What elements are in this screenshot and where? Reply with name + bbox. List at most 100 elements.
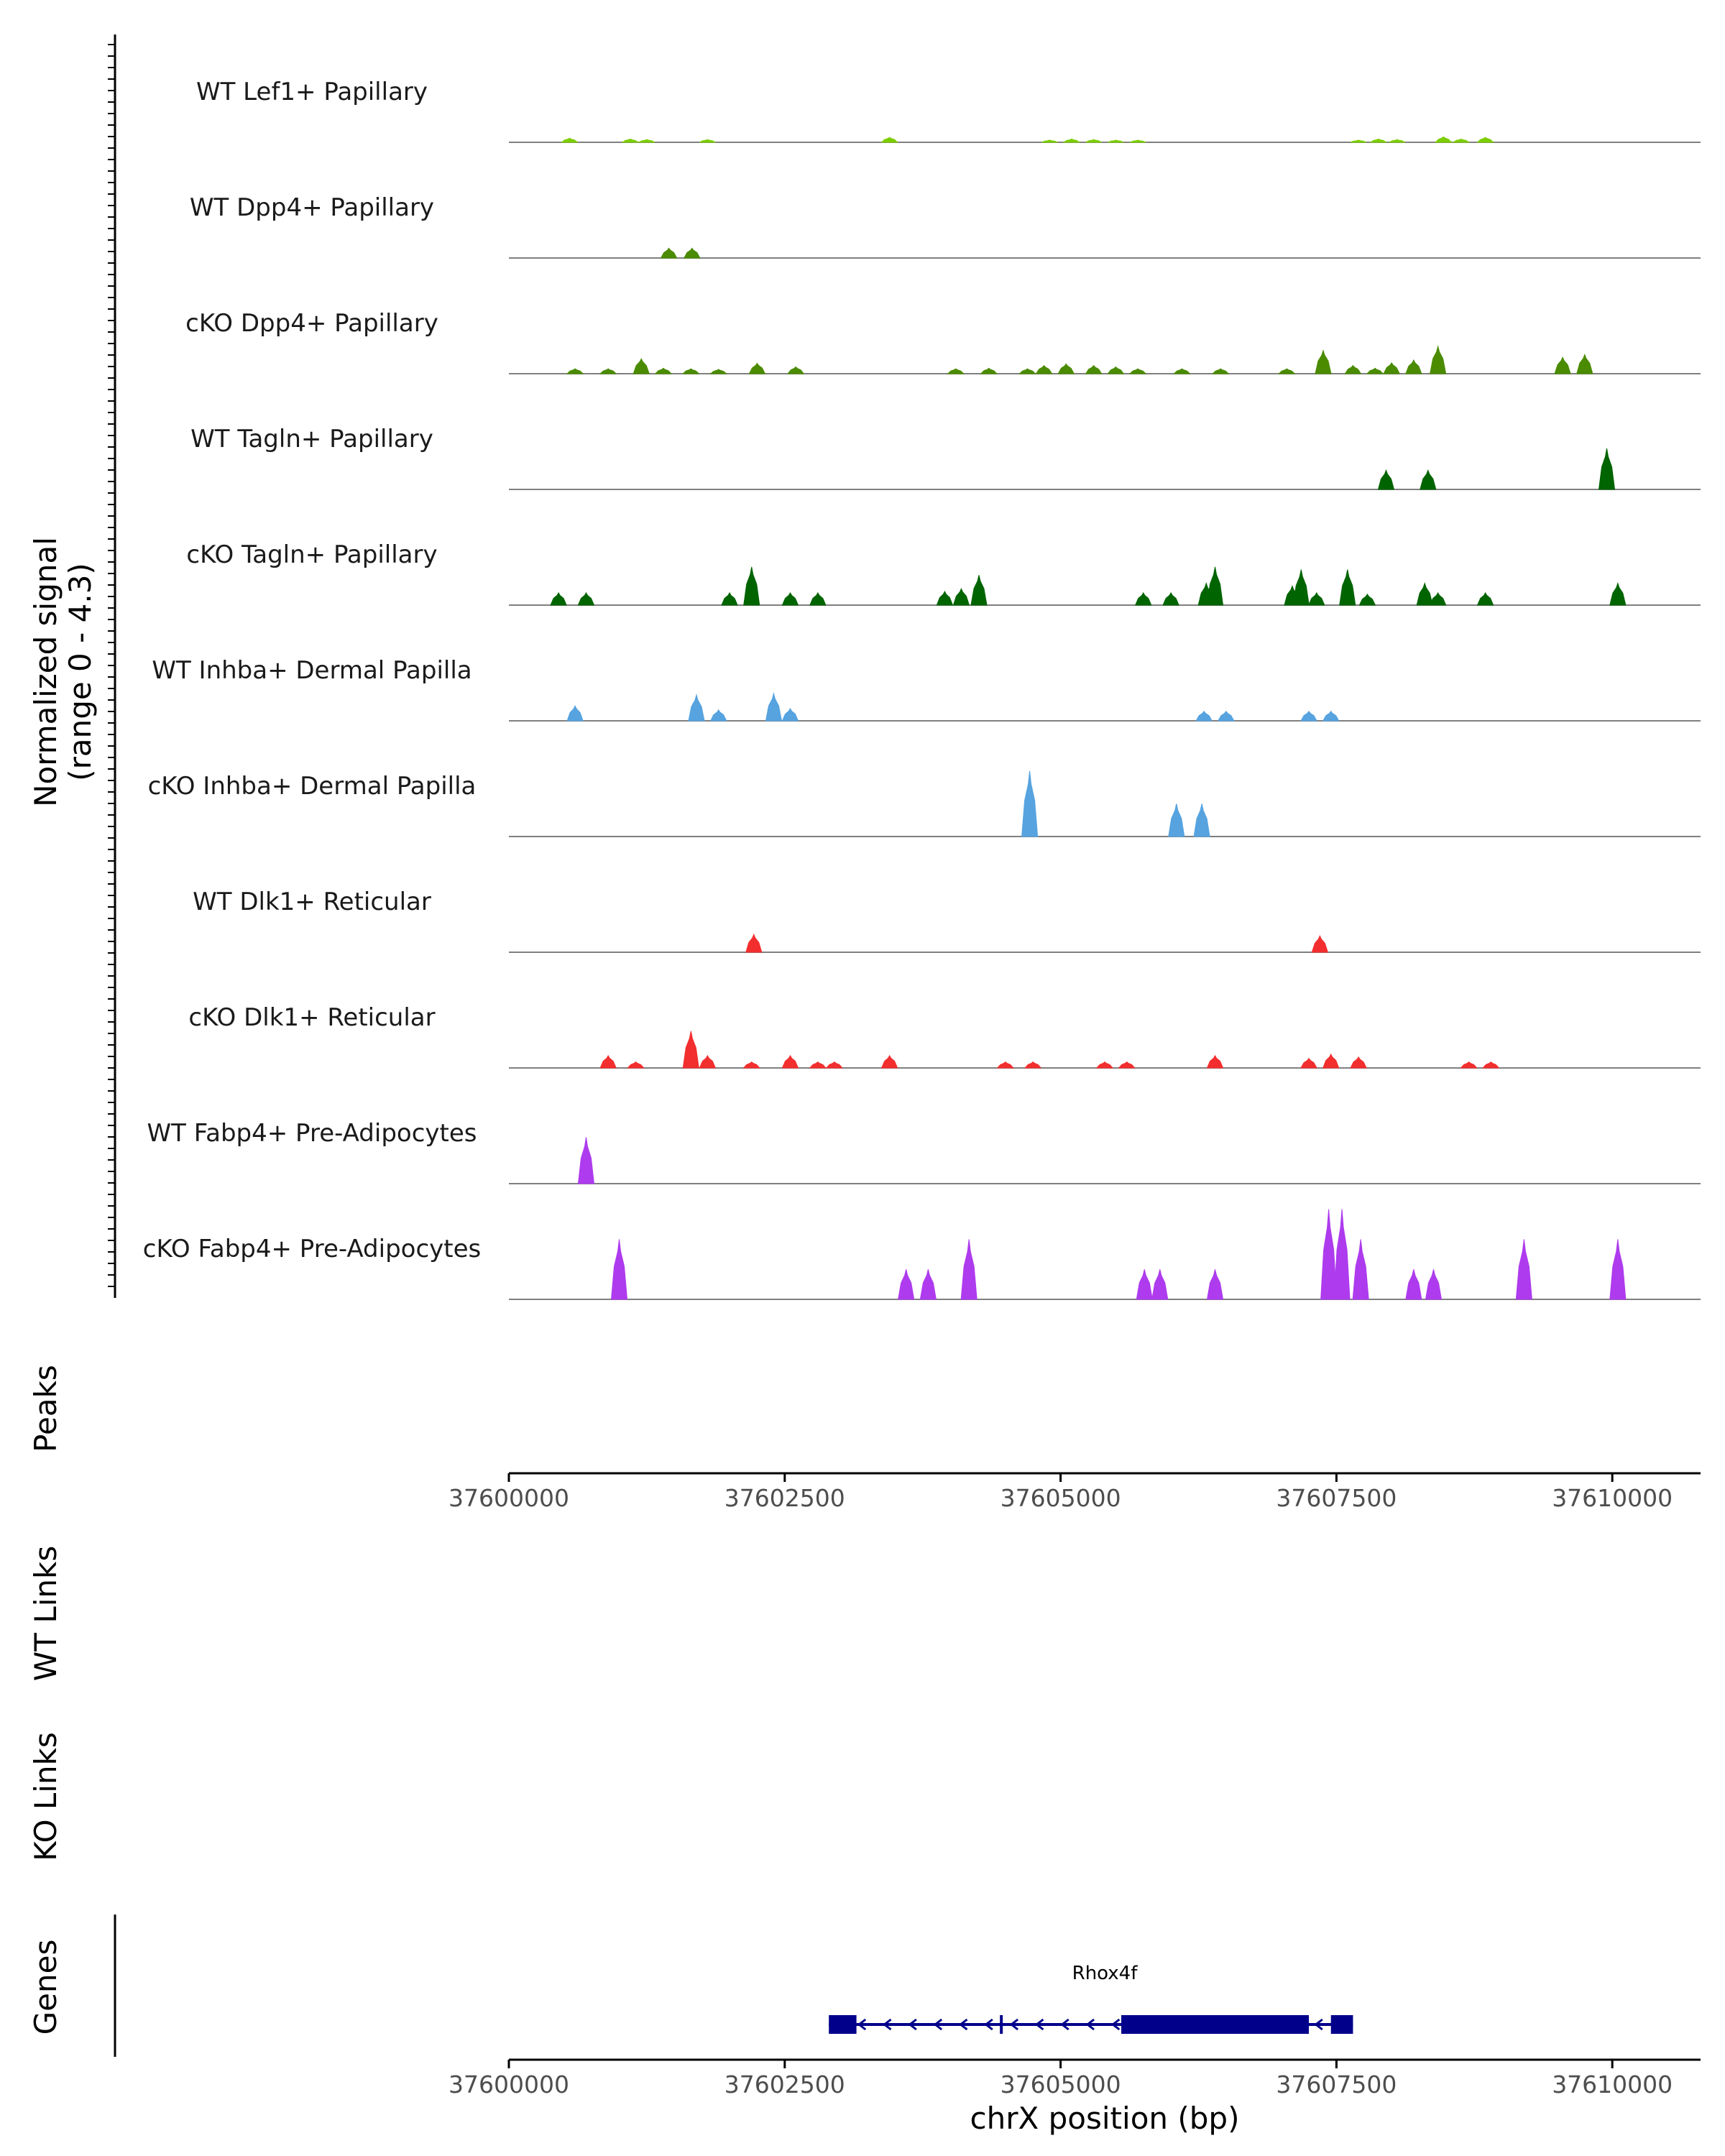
track-label: cKO Inhba+ Dermal Papilla — [148, 772, 477, 801]
signal-peak — [1024, 1061, 1042, 1069]
gene-exon — [1000, 2015, 1003, 2034]
signal-peak — [682, 368, 700, 374]
track: WT Dlk1+ Reticular — [193, 888, 1701, 953]
signal-peak — [980, 367, 998, 374]
signal-peak — [1425, 1269, 1443, 1300]
signal-peak — [1218, 710, 1235, 722]
signal-peak — [654, 367, 673, 374]
signal-peak — [1206, 566, 1224, 606]
strand-arrow — [933, 2018, 943, 2031]
x-tick-label: 37605000 — [1000, 2070, 1121, 2099]
signal-peak — [1350, 1056, 1367, 1069]
signal-peak — [1358, 593, 1376, 606]
x-tick-label: 37607500 — [1276, 2070, 1397, 2099]
signal-peak — [1195, 710, 1213, 722]
signal-peak — [1300, 1057, 1317, 1069]
signal-peak — [577, 591, 595, 606]
signal-peak — [765, 692, 783, 722]
track: WT Fabp4+ Pre-Adipocytes — [147, 1119, 1701, 1184]
signal-peak — [1206, 1269, 1224, 1300]
signal-peak — [1151, 1269, 1169, 1300]
signal-peak — [1118, 1061, 1136, 1069]
signal-peak — [1383, 361, 1400, 374]
track: cKO Inhba+ Dermal Papilla — [148, 770, 1701, 837]
signal-peak — [952, 587, 970, 606]
signal-peak — [1162, 591, 1179, 606]
signal-peak — [1057, 363, 1075, 374]
track-label: cKO Fabp4+ Pre-Adipocytes — [143, 1235, 482, 1263]
signal-axis-ticks — [108, 44, 115, 1287]
signal-peak — [577, 1137, 595, 1184]
track-label: cKO Dlk1+ Reticular — [188, 1003, 435, 1032]
signal-peak — [550, 591, 567, 606]
signal-peak — [1377, 469, 1395, 490]
signal-tracks: WT Lef1+ Papillary WT Dpp4+ Papillary cKO … — [143, 78, 1701, 1300]
signal-peak — [970, 575, 988, 606]
signal-peak — [610, 1239, 628, 1300]
signal-peak — [947, 368, 965, 374]
signal-peak — [743, 566, 760, 606]
signal-peak — [787, 366, 805, 374]
signal-peak — [1193, 803, 1210, 837]
signal-peak — [1211, 368, 1230, 374]
signal-peak — [880, 137, 898, 143]
signal-peak — [1476, 137, 1494, 143]
signal-peak — [936, 590, 954, 606]
peaks-x-axis: 37600000 37602500 37605000 37607500 37610000 — [448, 1473, 1673, 1512]
signal-peak — [1352, 1239, 1369, 1300]
track-label: WT Tagln+ Papillary — [190, 425, 433, 453]
track-label: WT Dpp4+ Papillary — [190, 193, 434, 222]
signal-peak — [745, 933, 763, 953]
signal-peak — [1405, 1269, 1422, 1300]
signal-peak — [1576, 353, 1593, 374]
signal-peak — [1350, 139, 1367, 143]
y-label-line-2: (range 0 - 4.3) — [63, 563, 98, 781]
signal-peak — [1129, 139, 1146, 143]
strand-arrow — [1110, 2018, 1121, 2031]
signal-peak — [919, 1269, 937, 1300]
signal-peak — [1366, 367, 1384, 374]
strand-arrow — [959, 2018, 968, 2031]
signal-peak — [566, 704, 584, 722]
signal-peak — [1021, 770, 1039, 837]
strand-arrow — [1009, 2018, 1019, 2031]
x-axis-title: chrX position (bp) — [970, 2101, 1240, 2136]
signal-peak — [599, 1054, 617, 1069]
y-axis-label: Normalized signal (range 0 - 4.3) — [28, 537, 98, 807]
strand-arrow — [1314, 2018, 1323, 2031]
signal-peak — [809, 591, 827, 606]
signal-peak — [1128, 368, 1147, 374]
signal-peak — [560, 137, 579, 143]
signal-peak — [709, 709, 727, 722]
signal-peak — [599, 368, 617, 374]
signal-peak — [1173, 368, 1191, 374]
ko-links-label: KO Links — [28, 1732, 63, 1861]
signal-peak — [781, 707, 799, 722]
signal-peak — [1333, 1209, 1351, 1300]
signal-peak — [638, 139, 656, 143]
signal-peak — [1035, 364, 1053, 374]
signal-peak — [898, 1269, 915, 1300]
track: WT Dpp4+ Papillary — [190, 193, 1701, 259]
signal-peak — [1452, 138, 1471, 143]
signal-peak — [1041, 139, 1058, 143]
signal-peak — [621, 138, 640, 143]
signal-peak — [1315, 349, 1332, 374]
signal-peak — [1095, 1061, 1114, 1069]
signal-peak — [748, 362, 766, 374]
signal-peak — [880, 1054, 898, 1069]
strand-arrow — [857, 2018, 867, 2031]
signal-peak — [1308, 591, 1325, 606]
signal-peak — [1460, 1061, 1478, 1069]
x-tick-label: 37602500 — [724, 2070, 845, 2099]
strand-arrow — [908, 2018, 917, 2031]
track-label: WT Fabp4+ Pre-Adipocytes — [147, 1119, 477, 1148]
track-label: WT Dlk1+ Reticular — [193, 888, 431, 916]
track: cKO Dlk1+ Reticular — [188, 1003, 1701, 1069]
signal-peak — [1389, 139, 1406, 143]
wt-links-label: WT Links — [28, 1546, 63, 1681]
signal-peak — [1482, 1061, 1500, 1069]
signal-peak — [684, 247, 701, 259]
signal-peak — [709, 369, 728, 374]
